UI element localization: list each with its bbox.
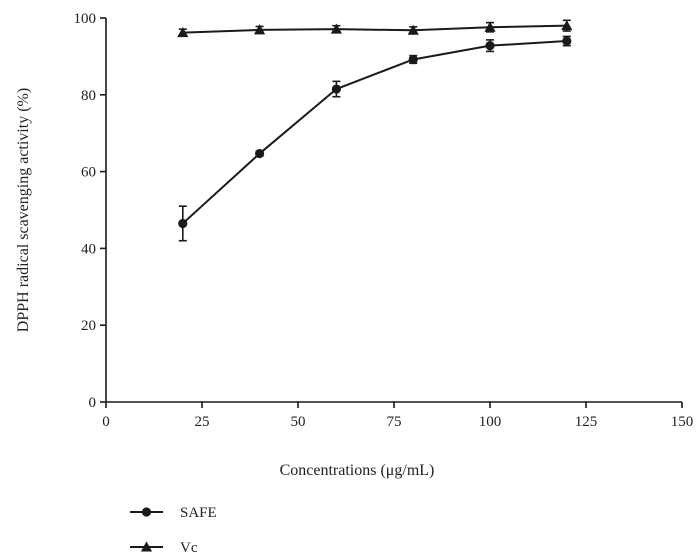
data-point-safe [255,148,265,159]
data-point-vc [484,21,496,32]
y-tick-label: 100 [74,11,97,27]
y-tick-label: 80 [81,88,96,104]
legend: SAFE Vc [130,505,217,556]
x-tick-label: 125 [575,414,598,430]
data-point-vc [330,23,342,34]
legend-item-safe: SAFE [130,505,217,521]
axes: 0 20 40 60 80 100 0 25 50 75 100 125 150 [74,11,694,430]
data-point-vc [254,24,266,35]
legend-item-vc: Vc [130,540,198,556]
x-axis-title: Concentrations (μg/mL) [280,462,435,479]
series-line-vc [182,24,567,34]
x-tick-label: 50 [291,414,306,430]
data-point-vc [561,20,573,31]
data-point-vc [407,24,419,35]
y-tick-label: 20 [81,318,96,334]
data-point-safe [331,84,341,94]
series-vc [177,19,573,38]
y-tick-label: 60 [81,165,96,181]
x-tick-label: 100 [479,414,502,430]
data-point-safe [562,36,572,46]
x-tick-label: 75 [387,414,402,430]
x-tick-label: 150 [671,414,694,430]
y-tick-label: 40 [81,241,96,257]
data-point-vc [177,26,189,38]
legend-marker-vc [140,541,153,552]
series-layer [177,19,573,242]
data-point-safe [485,41,495,51]
series-safe [178,35,572,242]
y-axis-title: DPPH radical scavenging activity (%) [15,88,32,332]
legend-label-safe: SAFE [180,505,217,521]
y-tick-label: 0 [89,395,97,411]
legend-marker-safe [141,507,152,517]
data-point-safe [178,218,188,229]
legend-label-vc: Vc [180,540,198,556]
data-point-safe [408,54,418,65]
x-tick-label: 0 [102,414,110,430]
series-line-safe [182,40,567,225]
x-tick-label: 25 [195,414,210,430]
